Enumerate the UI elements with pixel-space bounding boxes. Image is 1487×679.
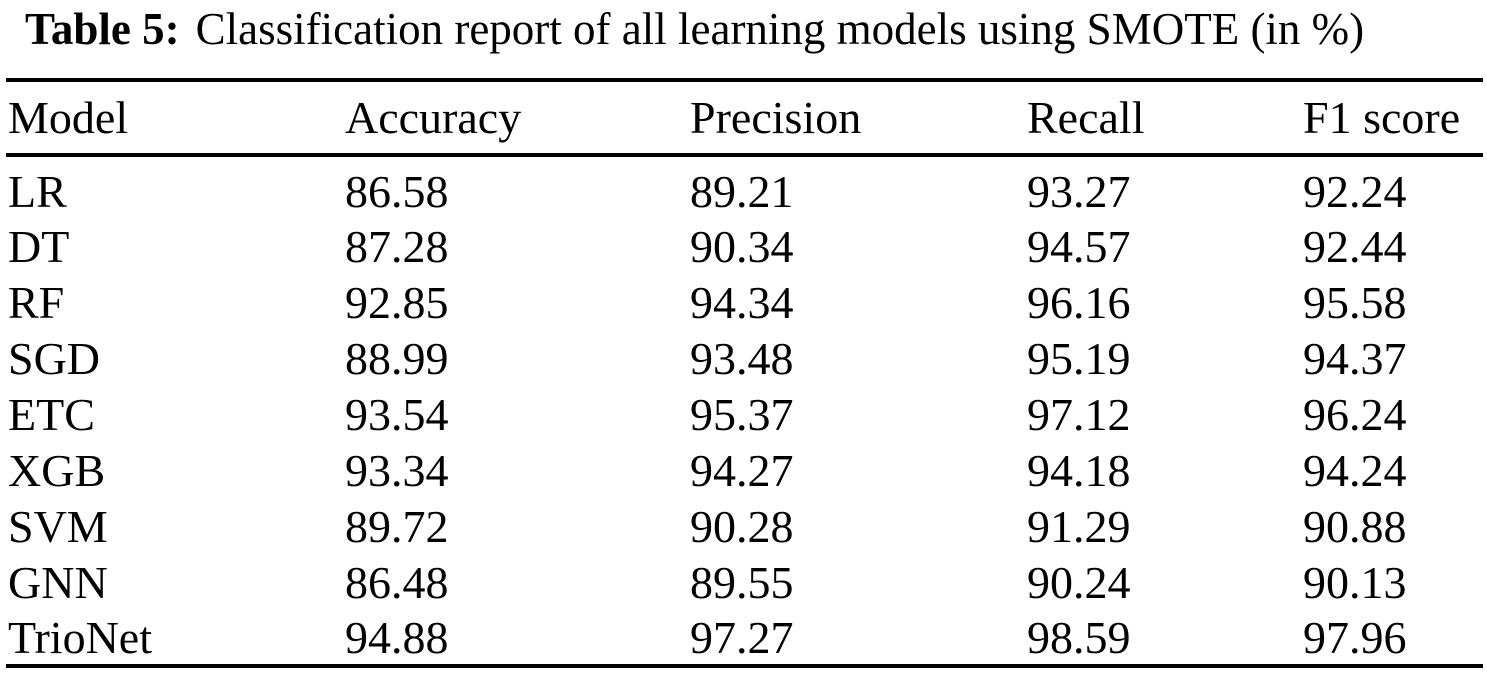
cell-model: SVM — [8, 500, 108, 552]
column-header-accuracy: Accuracy — [345, 80, 690, 157]
table-header-row: Model Accuracy Precision Recall F1 score — [6, 80, 1483, 157]
table-row: SVM 89.72 90.28 91.29 90.88 — [6, 498, 1483, 554]
cell-model: RF — [8, 276, 65, 328]
cell-accuracy: 86.58 — [345, 166, 449, 217]
table-row: TrioNet 94.88 97.27 98.59 97.96 — [6, 610, 1483, 666]
table-row: LR 86.58 89.21 93.27 92.24 — [6, 155, 1483, 218]
cell-precision: 94.27 — [690, 444, 794, 496]
table-caption-label: Table 5: — [25, 4, 180, 54]
cell-f1_score: 95.58 — [1303, 276, 1407, 328]
cell-model: DT — [8, 220, 70, 272]
cell-model: ETC — [8, 388, 95, 440]
cell-f1_score: 90.13 — [1303, 556, 1407, 608]
cell-precision: 93.48 — [690, 332, 794, 384]
cell-f1_score: 96.24 — [1303, 388, 1407, 440]
cell-f1_score: 94.37 — [1303, 332, 1407, 384]
table-row: ETC 93.54 95.37 97.12 96.24 — [6, 386, 1483, 442]
cell-recall: 96.16 — [1027, 276, 1131, 328]
cell-accuracy: 87.28 — [345, 220, 449, 272]
cell-precision: 97.27 — [690, 611, 794, 663]
cell-model: TrioNet — [8, 611, 152, 663]
cell-recall: 94.18 — [1027, 444, 1131, 496]
cell-f1_score: 97.96 — [1303, 611, 1407, 663]
table-body: LR 86.58 89.21 93.27 92.24 DT 87.28 90.34 94.57 9… — [6, 155, 1483, 666]
cell-f1_score: 92.24 — [1303, 166, 1407, 217]
cell-precision: 90.34 — [690, 220, 794, 272]
cell-f1_score: 92.44 — [1303, 220, 1407, 272]
column-header-model: Model — [6, 80, 345, 157]
cell-accuracy: 88.99 — [345, 332, 449, 384]
cell-accuracy: 93.54 — [345, 388, 449, 440]
cell-accuracy: 89.72 — [345, 500, 449, 552]
cell-f1_score: 94.24 — [1303, 444, 1407, 496]
cell-recall: 95.19 — [1027, 332, 1131, 384]
cell-recall: 93.27 — [1027, 166, 1131, 217]
cell-accuracy: 92.85 — [345, 276, 449, 328]
cell-recall: 94.57 — [1027, 220, 1131, 272]
cell-precision: 89.21 — [690, 166, 794, 217]
cell-recall: 97.12 — [1027, 388, 1131, 440]
cell-precision: 90.28 — [690, 500, 794, 552]
cell-precision: 89.55 — [690, 556, 794, 608]
cell-model: LR — [8, 166, 67, 217]
cell-precision: 94.34 — [690, 276, 794, 328]
cell-model: XGB — [8, 444, 106, 496]
cell-precision: 95.37 — [690, 388, 794, 440]
cell-recall: 98.59 — [1027, 611, 1131, 663]
cell-accuracy: 94.88 — [345, 611, 449, 663]
table-caption: Table 5: Classification report of all lea… — [25, 1, 1364, 57]
table-row: SGD 88.99 93.48 95.19 94.37 — [6, 330, 1483, 386]
table-row: RF 92.85 94.34 96.16 95.58 — [6, 274, 1483, 330]
table-row: DT 87.28 90.34 94.57 92.44 — [6, 218, 1483, 274]
cell-model: GNN — [8, 556, 108, 608]
cell-accuracy: 93.34 — [345, 444, 449, 496]
cell-f1_score: 90.88 — [1303, 500, 1407, 552]
table-caption-text: Classification report of all learning mo… — [195, 4, 1365, 54]
table-row: GNN 86.48 89.55 90.24 90.13 — [6, 554, 1483, 610]
cell-recall: 90.24 — [1027, 556, 1131, 608]
column-header-precision: Precision — [690, 80, 1027, 157]
classification-report-table: Model Accuracy Precision Recall F1 score LR 8… — [6, 78, 1483, 668]
cell-recall: 91.29 — [1027, 500, 1131, 552]
table-row: XGB 93.34 94.27 94.18 94.24 — [6, 442, 1483, 498]
column-header-recall: Recall — [1027, 80, 1303, 157]
cell-accuracy: 86.48 — [345, 556, 449, 608]
cell-model: SGD — [8, 332, 101, 384]
column-header-f1_score: F1 score — [1303, 80, 1483, 157]
